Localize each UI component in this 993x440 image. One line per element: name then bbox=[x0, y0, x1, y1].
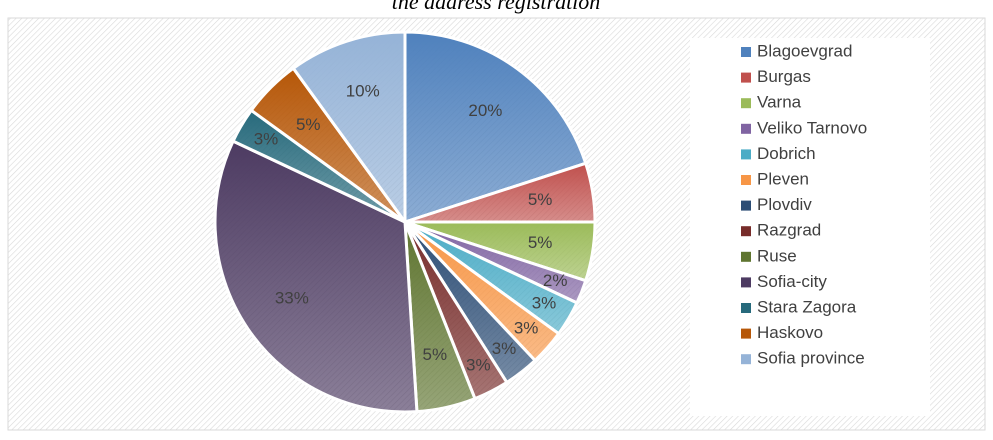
data-label: 2% bbox=[543, 271, 568, 290]
legend-marker bbox=[741, 251, 751, 262]
legend-marker bbox=[741, 303, 751, 313]
legend-marker bbox=[741, 200, 751, 211]
data-label: 10% bbox=[346, 81, 380, 100]
data-label: 20% bbox=[468, 101, 502, 120]
data-label: 33% bbox=[275, 288, 309, 307]
data-label: 3% bbox=[254, 129, 279, 148]
legend-box bbox=[690, 38, 930, 416]
legend-marker bbox=[741, 328, 751, 339]
legend-marker bbox=[741, 277, 751, 288]
legend-label: Dobrich bbox=[757, 144, 816, 163]
pie bbox=[213, 30, 597, 414]
legend-label: Burgas bbox=[757, 67, 811, 86]
legend-label: Sofia-city bbox=[757, 272, 827, 291]
pie-slice bbox=[213, 139, 419, 414]
chart-title: the address registration bbox=[392, 0, 601, 14]
legend-marker bbox=[741, 149, 751, 160]
pie-slice bbox=[291, 30, 407, 227]
legend-marker bbox=[741, 175, 751, 185]
legend-label: Veliko Tarnovo bbox=[757, 118, 867, 137]
legend-label: Plovdiv bbox=[757, 195, 812, 214]
data-label: 3% bbox=[532, 294, 557, 313]
legend-label: Razgrad bbox=[757, 221, 821, 240]
legend-label: Pleven bbox=[757, 169, 809, 188]
legend-marker bbox=[741, 72, 751, 83]
data-label: 5% bbox=[296, 115, 321, 134]
legend-label: Sofia province bbox=[757, 349, 865, 368]
data-label: 5% bbox=[528, 233, 553, 252]
data-label: 3% bbox=[492, 339, 517, 358]
pie-slice bbox=[403, 30, 588, 225]
legend-label: Ruse bbox=[757, 246, 797, 265]
legend-marker bbox=[741, 47, 751, 57]
legend-label: Stara Zagora bbox=[757, 297, 857, 316]
data-label: 5% bbox=[528, 190, 553, 209]
legend-label: Blagoevgrad bbox=[757, 41, 852, 60]
legend-marker bbox=[741, 98, 751, 109]
legend-marker bbox=[741, 123, 751, 134]
legend-marker bbox=[741, 226, 751, 237]
legend-label: Haskovo bbox=[757, 323, 823, 342]
data-label: 3% bbox=[466, 355, 491, 374]
legend-marker bbox=[741, 354, 751, 365]
data-label: 3% bbox=[514, 318, 539, 337]
legend-label: Varna bbox=[757, 93, 802, 112]
data-label: 5% bbox=[423, 345, 448, 364]
